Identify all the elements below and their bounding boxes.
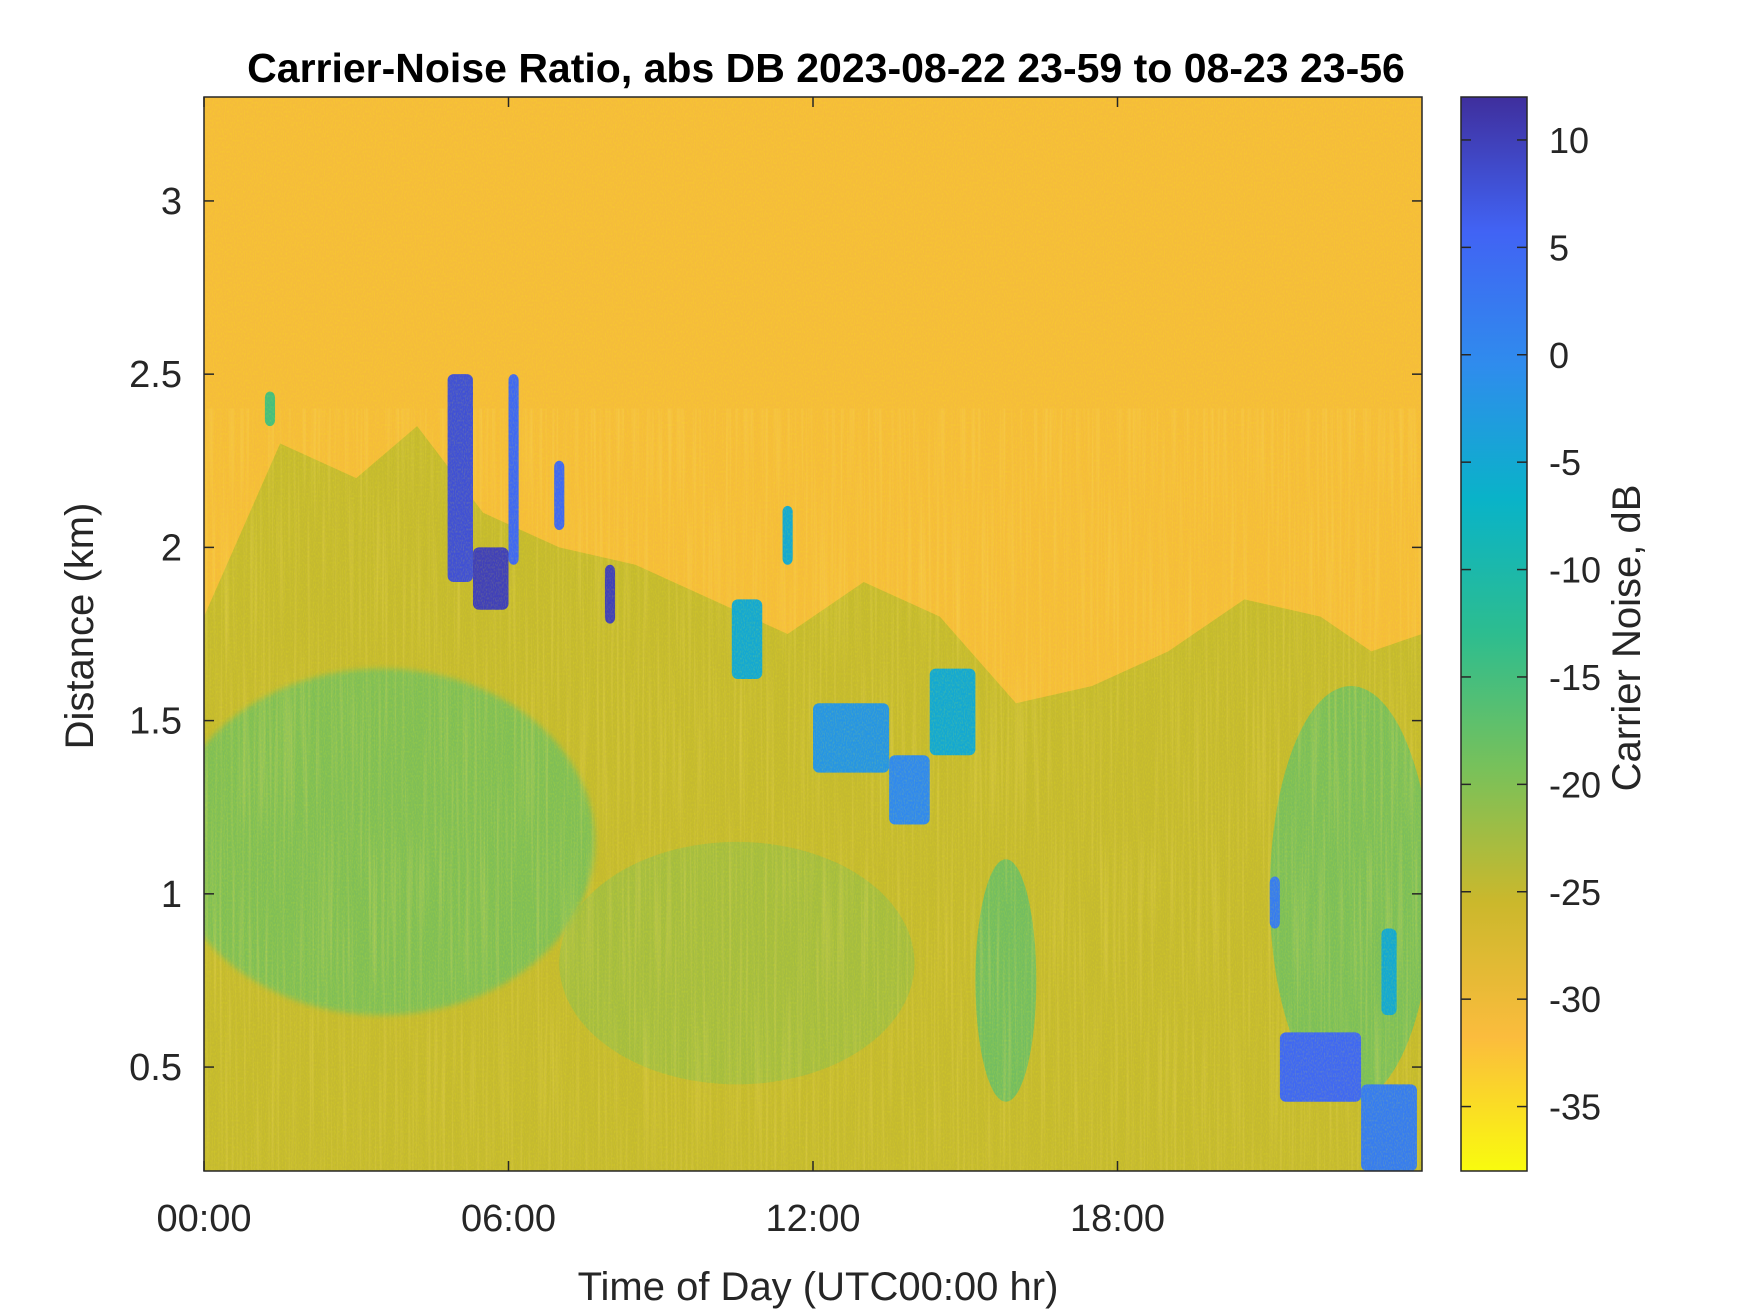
colorbar-tick-label: 0 [1549, 335, 1569, 376]
x-tick-label: 18:00 [1070, 1198, 1165, 1240]
y-axis: 0.5 1 1.5 2 2.5 3 [129, 181, 1422, 1089]
colorbar-tick-label: -25 [1549, 872, 1601, 913]
colorbar-gradient [1460, 96, 1528, 1172]
x-axis-label: Time of Day (UTC00:00 hr) [578, 1265, 1059, 1309]
y-tick-label: 1 [161, 874, 182, 916]
x-tick-label: 12:00 [765, 1198, 860, 1240]
colorbar-ticks: 10 5 0 -5 -10 -15 -20 -25 -30 -35 [1461, 120, 1601, 1128]
colorbar-tick-label: -20 [1549, 764, 1601, 805]
y-tick-label: 1.5 [129, 701, 182, 743]
y-tick-label: 3 [161, 181, 182, 223]
colorbar-tick-label: -30 [1549, 979, 1601, 1020]
colorbar: 10 5 0 -5 -10 -15 -20 -25 -30 -35 Carrier Noise, … [1460, 96, 1649, 1172]
chart-title: Carrier-Noise Ratio, abs DB 2023-08-22 2… [247, 45, 1405, 91]
plot-area [204, 97, 1422, 1171]
y-tick-label: 2 [161, 527, 182, 569]
colorbar-tick-label: -10 [1549, 550, 1601, 591]
x-axis: 00:00 06:00 12:00 18:00 [156, 97, 1165, 1240]
x-tick-label: 00:00 [156, 1198, 251, 1240]
colorbar-tick-label: 10 [1549, 120, 1589, 161]
colorbar-tick-label: -5 [1549, 442, 1581, 483]
x-tick-label: 06:00 [461, 1198, 556, 1240]
colorbar-tick-label: -15 [1549, 657, 1601, 698]
colorbar-tick-label: 5 [1549, 227, 1569, 268]
noise-texture [204, 97, 1422, 1171]
y-axis-label: Distance (km) [58, 503, 102, 750]
y-tick-label: 0.5 [129, 1047, 182, 1089]
colorbar-label: Carrier Noise, dB [1605, 485, 1649, 792]
colorbar-tick-label: -35 [1549, 1087, 1601, 1128]
y-tick-label: 2.5 [129, 354, 182, 396]
